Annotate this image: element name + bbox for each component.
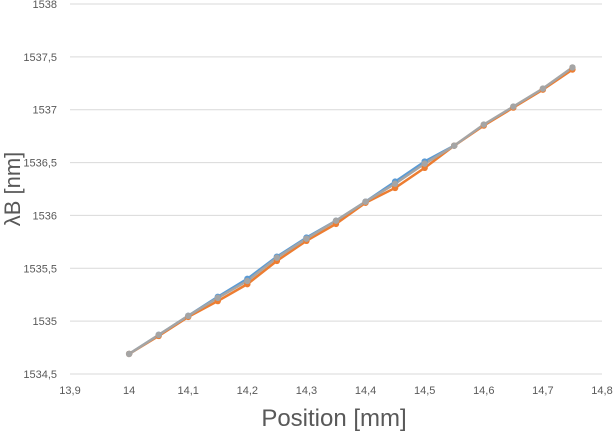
series-3-line — [127, 66, 574, 356]
series-3-point — [539, 85, 547, 92]
series-3-point — [451, 142, 458, 149]
series-3-point — [125, 350, 133, 358]
series-3-point — [569, 64, 576, 71]
x-tick-label: 14,6 — [473, 385, 494, 397]
series-3-point — [480, 121, 487, 128]
x-tick-label: 14,4 — [355, 385, 376, 397]
series-3-point — [362, 198, 369, 205]
x-tick-label: 14,8 — [591, 385, 612, 397]
series-lines — [127, 66, 574, 356]
series-3-point — [214, 294, 221, 302]
y-tick-label: 1536 — [33, 210, 57, 222]
gridlines — [70, 3, 602, 322]
x-tick-label: 14,1 — [178, 385, 199, 397]
x-tick-label: 13,9 — [59, 385, 80, 397]
y-tick-label: 1538 — [33, 0, 57, 11]
x-axis-title: Position [mm] — [261, 405, 406, 432]
series-3-point — [391, 180, 399, 187]
series-3-point — [155, 331, 162, 339]
series-3-point — [332, 217, 340, 224]
y-tick-label: 1537,5 — [23, 52, 57, 64]
series-3-point — [273, 254, 281, 261]
y-tick-label: 1534,5 — [23, 369, 57, 381]
series-markers — [125, 64, 576, 358]
series-3-point — [303, 235, 310, 242]
y-tick-label: 1535,5 — [23, 263, 57, 275]
series-3-point — [421, 160, 428, 167]
x-tick-label: 14,7 — [532, 385, 553, 397]
x-tick-labels: 13,9 14 14,1 14,2 14,3 14,4 14,5 14,6 14,7 14,8 — [59, 385, 612, 397]
y-tick-label: 1537 — [33, 105, 57, 117]
x-tick-label: 14,3 — [296, 385, 317, 397]
series-3-point — [244, 277, 251, 285]
y-tick-label: 1535 — [33, 316, 57, 328]
y-tick-label: 1536,5 — [23, 158, 57, 170]
series-3-point — [510, 103, 517, 110]
y-axis-title: λB [nm] — [0, 152, 25, 227]
x-tick-label: 14,5 — [414, 385, 435, 397]
series-3-point — [185, 312, 192, 320]
y-tick-labels: 1534,5 1535 1535,5 1536 1536,5 1537 1537,5 1538 — [23, 0, 57, 381]
x-tick-label: 14 — [123, 385, 135, 397]
x-tick-label: 14,2 — [237, 385, 258, 397]
